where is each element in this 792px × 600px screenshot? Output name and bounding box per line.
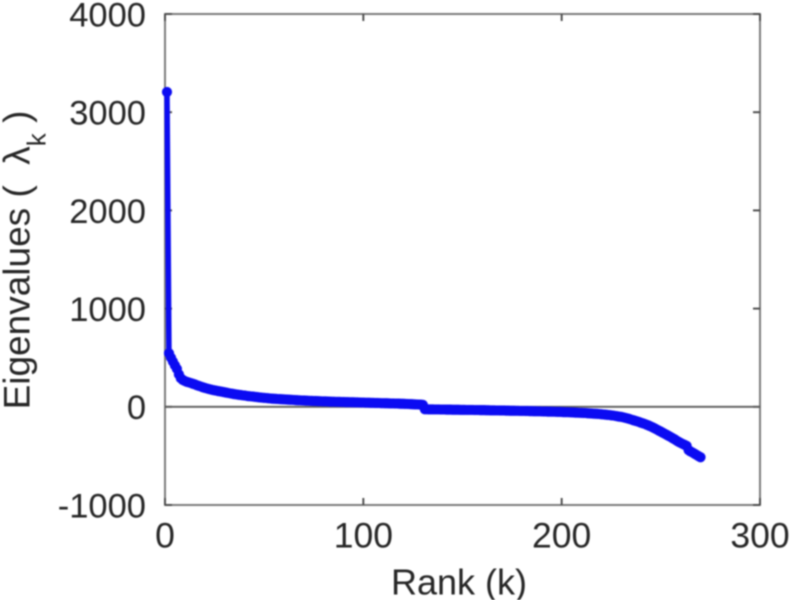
x-tick-label: 300 <box>730 516 789 556</box>
lambda-subscript-k: k <box>22 132 52 146</box>
y-tick-label: -1000 <box>58 487 146 525</box>
y-axis-label: Eigenvalues ( λk ) <box>0 111 52 410</box>
y-axis-label-close: ) <box>0 111 38 134</box>
y-tick-labels: -1000 0 1000 2000 3000 4000 <box>58 0 146 525</box>
series-line <box>164 91 702 460</box>
lambda-symbol: λ <box>0 146 38 165</box>
x-tick-labels: 0 100 200 300 <box>155 516 789 556</box>
y-tick-label: 0 <box>127 389 146 427</box>
eigenvalue-series <box>161 86 706 463</box>
series-markers <box>161 86 706 463</box>
axes-box <box>164 13 761 506</box>
data-point-marker <box>695 452 706 463</box>
x-tick-label: 0 <box>155 516 175 556</box>
x-axis-label: Rank (k) <box>391 562 527 600</box>
y-tick-label: 1000 <box>69 291 146 329</box>
y-tick-label: 3000 <box>69 95 146 133</box>
x-tick-label: 200 <box>532 516 591 556</box>
data-point-marker <box>161 86 173 98</box>
x-tick-label: 100 <box>334 516 393 556</box>
y-tick-label: 2000 <box>69 193 146 231</box>
y-axis-label-text: Eigenvalues ( <box>0 165 38 410</box>
y-tick-label: 4000 <box>69 0 146 34</box>
plot-box-border <box>164 13 761 506</box>
